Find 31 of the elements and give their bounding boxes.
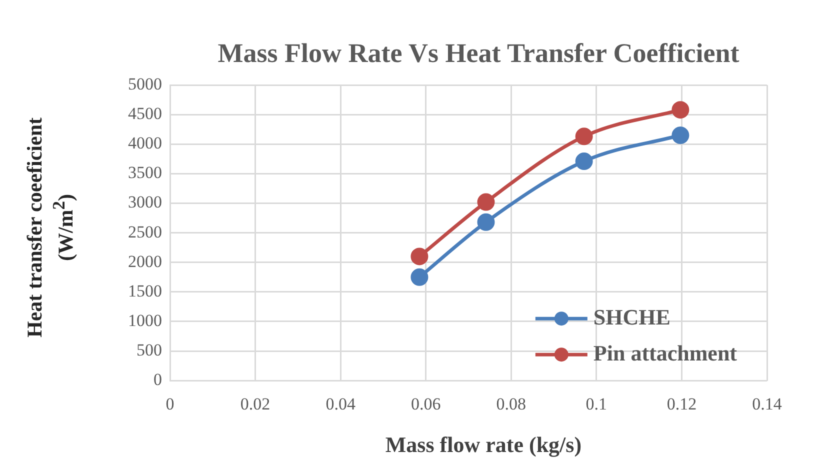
y-tick-label: 3500 [128,163,162,182]
point [672,126,690,144]
point [575,152,593,170]
x-tick-label: 0.06 [410,394,441,414]
x-tick-label: 0 [166,394,174,414]
point [672,101,690,119]
y-tick-label: 4000 [128,134,162,153]
y-tick-label: 2500 [128,222,162,242]
legend-label: SHCHE [593,304,670,330]
y-tick-label: 3000 [128,192,162,212]
y-tick-label: 1500 [128,281,162,300]
y-tick-label: 0 [154,370,162,390]
point [410,268,428,286]
point [410,248,428,266]
x-tick-label: 0.1 [586,394,608,414]
point [575,128,593,146]
point [477,213,495,231]
x-tick-label: 0.04 [326,394,356,414]
x-axis-title: Mass flow rate (kg/s) [384,432,583,458]
x-tick-label: 0.08 [496,394,526,414]
x-tick-label: 0.02 [240,394,270,414]
y-tick-label: 500 [136,340,162,360]
x-tick-label: 0.14 [752,394,782,414]
y-tick-label: 5000 [128,74,162,94]
legend-label: Pin attachment [593,340,738,366]
y-tick-label: 4500 [128,104,162,124]
point [477,193,495,211]
y-tick-label: 2000 [128,252,162,271]
x-tick-label: 0.12 [666,394,697,414]
y-tick-label: 1000 [128,310,162,330]
chart-title: Mass Flow Rate Vs Heat Transfer Coefficient [216,38,740,69]
